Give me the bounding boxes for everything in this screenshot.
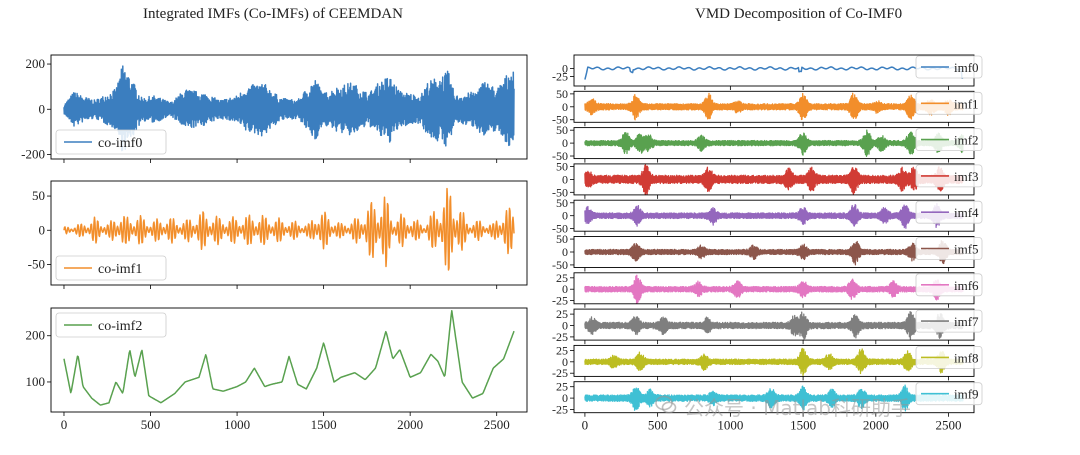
right-panel-imf1-legend-label: imf1 bbox=[954, 96, 979, 111]
left-panel-co-imf1-legend-label: co-imf1 bbox=[98, 262, 142, 277]
right-panel-imf6-ytick-label: 0 bbox=[562, 282, 568, 296]
watermark-text: 公众号 · Matlab科研助手 bbox=[684, 396, 911, 420]
right-panel-imf4-legend-label: imf4 bbox=[954, 205, 979, 220]
right-xtick-label: 2500 bbox=[936, 418, 962, 433]
right-panel-imf7-line bbox=[584, 311, 964, 340]
left-panel-co-imf2-ytick-label: 100 bbox=[26, 374, 46, 389]
left-panel-co-imf2-legend-label: co-imf2 bbox=[98, 319, 142, 334]
right-panel-imf7-ytick-label: 0 bbox=[562, 319, 568, 333]
left-xtick-label: 0 bbox=[61, 417, 68, 432]
right-panel-imf8-line bbox=[584, 347, 964, 377]
right-panel-imf8-legend-label: imf8 bbox=[954, 350, 979, 365]
left-panel-co-imf2-frame bbox=[50, 307, 528, 413]
right-panel-imf1-ytick-label: -50 bbox=[552, 113, 568, 127]
right-xtick-label: 1500 bbox=[790, 418, 816, 433]
right-panel-imf8-ytick-label: 25 bbox=[556, 343, 568, 357]
right-panel-imf3-line bbox=[584, 164, 964, 196]
right-panel-imf1-ytick-label: 50 bbox=[556, 87, 568, 101]
left-panel-co-imf2-line bbox=[63, 309, 515, 406]
right-panel-imf6-ytick-label: 25 bbox=[556, 271, 568, 285]
left-panel-co-imf0-frame bbox=[50, 54, 528, 160]
right-panel-imf1-line bbox=[584, 92, 964, 121]
left-xtick-label: 1000 bbox=[224, 417, 250, 432]
right-panel-imf4-ytick-label: 50 bbox=[556, 196, 568, 210]
right-panel-imf2-ytick-label: -50 bbox=[552, 149, 568, 163]
left-panel-co-imf2-legend-box bbox=[55, 312, 167, 338]
right-panel-imf6-legend-label: imf6 bbox=[954, 278, 979, 293]
left-panel-co-imf0-ytick-label: 200 bbox=[26, 56, 46, 71]
right-panel-imf4-ytick-label: -50 bbox=[552, 222, 568, 236]
right-panel-imf7-legend-label: imf7 bbox=[954, 314, 979, 329]
right-panel-imf7-ytick-label: -25 bbox=[552, 330, 568, 344]
right-chart-title: VMD Decomposition of Co-IMF0 bbox=[695, 6, 903, 22]
left-panel-co-imf0-legend-label: co-imf0 bbox=[98, 136, 142, 151]
right-panel-imf2-ytick-label: 50 bbox=[556, 123, 568, 137]
right-panel-imf2-line bbox=[584, 129, 964, 157]
left-panel-co-imf0-ytick-label: -200 bbox=[21, 146, 45, 161]
right-panel-imf1-ytick-label: 0 bbox=[562, 100, 568, 114]
right-panel-imf9-legend-label: imf9 bbox=[954, 387, 979, 402]
right-xtick-label: 1000 bbox=[717, 418, 743, 433]
right-panel-imf6-line bbox=[584, 274, 964, 305]
right-panel-imf2-ytick-label: 0 bbox=[562, 136, 568, 150]
right-panel-imf0-ytick-label: 0 bbox=[562, 61, 568, 75]
right-xtick-label: 2000 bbox=[863, 418, 889, 433]
left-xtick-label: 1500 bbox=[311, 417, 337, 432]
left-chart-title: Integrated IMFs (Co-IMFs) of CEEMDAN bbox=[143, 6, 403, 22]
left-panel-co-imf1-ytick-label: -50 bbox=[28, 256, 45, 271]
right-panel-imf5-ytick-label: 0 bbox=[562, 245, 568, 259]
left-panel-co-imf1-frame bbox=[50, 180, 528, 286]
left-panel-co-imf0-line bbox=[63, 65, 515, 152]
wechat-icon bbox=[655, 395, 677, 414]
right-panel-imf9-ytick-label: 0 bbox=[562, 391, 568, 405]
right-panel-imf3-ytick-label: 0 bbox=[562, 172, 568, 186]
right-panel-imf4-ytick-label: 0 bbox=[562, 209, 568, 223]
left-panel-co-imf0-legend-box bbox=[55, 129, 167, 155]
left-panel-co-imf1-ytick-label: 50 bbox=[32, 188, 45, 203]
right-panel-imf8-ytick-label: -25 bbox=[552, 366, 568, 380]
right-panel-imf9-line bbox=[584, 384, 964, 412]
right-panel-imf8-ytick-label: 0 bbox=[562, 355, 568, 369]
left-panel-co-imf1-legend-box bbox=[55, 255, 167, 281]
right-panel-imf6-ytick-label: -25 bbox=[552, 294, 568, 308]
right-panel-imf0-legend-label: imf0 bbox=[954, 60, 979, 75]
right-panel-imf0-line bbox=[584, 66, 964, 80]
right-panel-imf3-ytick-label: -50 bbox=[552, 185, 568, 199]
right-panel-imf7-ytick-label: 25 bbox=[556, 307, 568, 321]
right-panel-imf5-line bbox=[584, 240, 964, 266]
right-xtick-label: 0 bbox=[582, 418, 589, 433]
left-panel-co-imf0-ytick-label: 0 bbox=[39, 101, 46, 116]
left-panel-co-imf1-line bbox=[63, 187, 515, 271]
right-panel-imf9-ytick-label: 25 bbox=[556, 380, 568, 394]
right-panel-imf0-ytick-label: -25 bbox=[552, 69, 568, 83]
right-panel-imf5-ytick-label: 50 bbox=[556, 232, 568, 246]
right-panel-imf9-ytick-label: -25 bbox=[552, 403, 568, 417]
left-xtick-label: 500 bbox=[141, 417, 161, 432]
right-panel-imf3-legend-label: imf3 bbox=[954, 169, 979, 184]
right-panel-imf4-line bbox=[584, 202, 964, 229]
left-xtick-label: 2000 bbox=[397, 417, 423, 432]
right-panel-imf2-legend-label: imf2 bbox=[954, 133, 979, 148]
right-panel-imf5-ytick-label: -50 bbox=[552, 258, 568, 272]
left-panel-co-imf2-ytick-label: 200 bbox=[26, 328, 46, 343]
left-xtick-label: 2500 bbox=[484, 417, 510, 432]
right-panel-imf3-ytick-label: 50 bbox=[556, 159, 568, 173]
right-xtick-label: 500 bbox=[648, 418, 668, 433]
left-panel-co-imf1-ytick-label: 0 bbox=[39, 222, 46, 237]
right-panel-imf5-legend-label: imf5 bbox=[954, 242, 979, 257]
